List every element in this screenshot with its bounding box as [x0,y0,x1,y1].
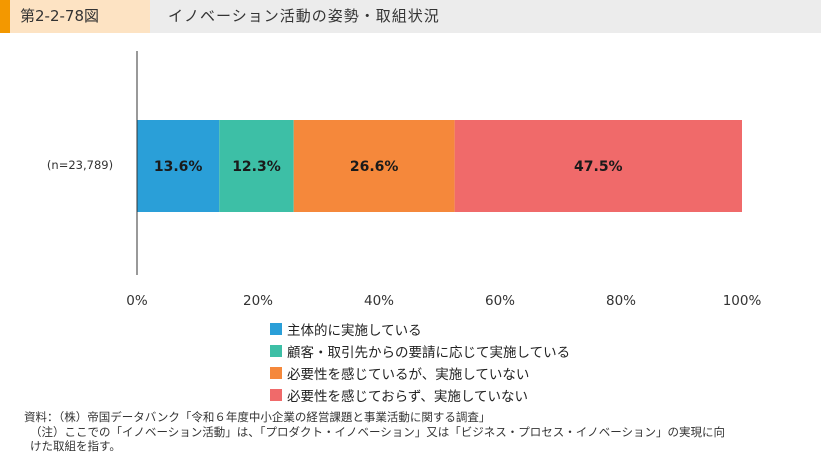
legend-swatch [270,323,282,335]
source-note: 資料：（株）帝国データバンク「令和６年度中小企業の経営課題と事業活動に関する調査… [24,410,491,424]
bar-segment-1 [137,120,220,212]
legend-swatch [270,389,282,401]
bar-segment-2 [219,120,294,212]
x-tick-label: 80% [606,293,636,309]
legend-item-1: 主体的に実施している [270,318,570,340]
data-label-1: 13.6% [154,159,203,175]
category-label: (n=23,789) [47,158,113,172]
chart-legend: 主体的に実施している顧客・取引先からの要請に応じて実施している 必要性を感じている… [270,318,570,406]
x-tick-label: 60% [485,293,515,309]
header-accent-bar [0,0,10,33]
data-label-2: 12.3% [232,159,281,175]
figure-number: 第2-2-78図 [10,0,150,33]
figure-header: 第2-2-78図 イノベーション活動の姿勢・取組状況 [0,0,821,33]
legend-swatch [270,367,282,379]
legend-item-3: 必要性を感じているが、実施していない [270,362,570,384]
note-line-1: （注）ここでの「イノベーション活動」は、「プロダクト・イノベーション」又は「ビジ… [30,424,726,439]
legend-swatch [270,345,282,357]
bar-segment-3 [293,120,455,212]
x-tick-label: 100% [723,293,762,309]
bar-segment-4 [454,120,742,212]
note-line-2: けた取組を指す。 [30,439,121,453]
data-label-4: 47.5% [574,159,623,175]
data-label-3: 26.6% [350,159,399,175]
figure-title: イノベーション活動の姿勢・取組状況 [168,7,440,25]
stacked-bar-chart: 13.6% 12.3% 26.6% 47.5% (n=23,789) 0% 20% 40% 60… [47,51,762,309]
legend-item-4: 必要性を感じておらず、実施していない [270,384,570,406]
x-tick-label: 40% [364,293,394,309]
legend-item-2: 顧客・取引先からの要請に応じて実施している [270,340,570,362]
legend-label: 主体的に実施している [287,323,422,339]
legend-label: 必要性を感じているが、実施していない [287,367,530,383]
x-tick-label: 20% [243,293,273,309]
x-tick-label: 0% [126,293,148,309]
figure-notes: 資料：（株）帝国データバンク「令和６年度中小企業の経営課題と事業活動に関する調査… [24,410,725,454]
legend-label: 顧客・取引先からの要請に応じて実施している [287,345,571,361]
legend-label: 必要性を感じておらず、実施していない [287,389,528,405]
